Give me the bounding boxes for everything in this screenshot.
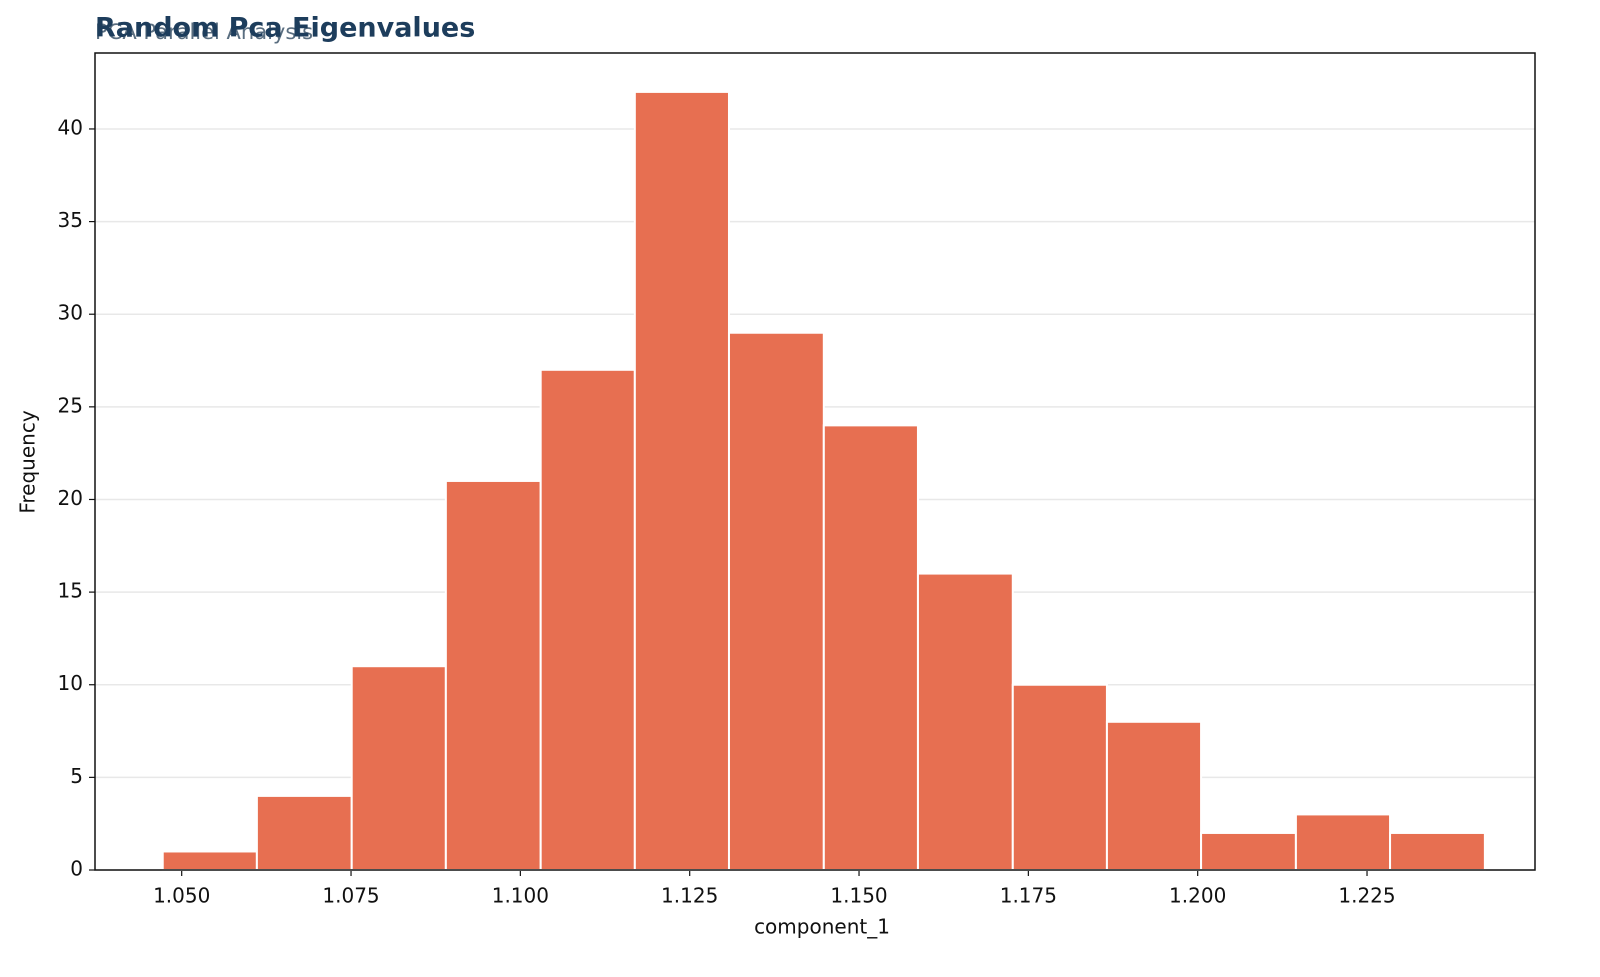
- bar: [1294, 813, 1392, 871]
- x-tick-label: 1.225: [1338, 884, 1395, 908]
- y-tick-label: 30: [58, 301, 83, 325]
- y-tick-label: 15: [58, 579, 83, 603]
- y-axis-label: Frequency: [16, 410, 40, 513]
- x-tick-label: 1.175: [1000, 884, 1057, 908]
- plot-frame: [94, 52, 1536, 871]
- y-tick-label: 35: [58, 208, 83, 232]
- y-tick-label: 25: [58, 393, 83, 417]
- x-tick-label: 1.075: [322, 884, 379, 908]
- bar: [539, 368, 636, 871]
- bar: [255, 794, 353, 871]
- x-tick-label: 1.100: [492, 884, 549, 908]
- bar: [161, 850, 258, 872]
- chart-title: Random Pca Eigenvalues: [95, 13, 475, 44]
- bar: [1200, 831, 1297, 872]
- bar: [727, 331, 825, 871]
- bar: [350, 665, 447, 871]
- x-tick-label: 1.200: [1169, 884, 1226, 908]
- bar: [916, 572, 1014, 871]
- x-tick-label: 1.125: [661, 884, 718, 908]
- x-axis-label: component_1: [754, 915, 890, 939]
- bar: [633, 90, 730, 871]
- y-tick-label: 0: [70, 857, 83, 881]
- bar: [1389, 831, 1486, 872]
- y-tick-label: 40: [58, 115, 83, 139]
- bar: [1105, 720, 1203, 871]
- chart-subtitle: PCA Parallel Analysis: [95, 20, 313, 44]
- y-tick-label: 20: [58, 486, 83, 510]
- bar: [822, 424, 919, 871]
- bar: [444, 479, 542, 871]
- bar: [1011, 683, 1108, 872]
- y-tick-label: 10: [58, 671, 83, 695]
- y-tick-label: 5: [70, 764, 83, 788]
- x-tick-label: 1.150: [830, 884, 887, 908]
- x-tick-label: 1.050: [153, 884, 210, 908]
